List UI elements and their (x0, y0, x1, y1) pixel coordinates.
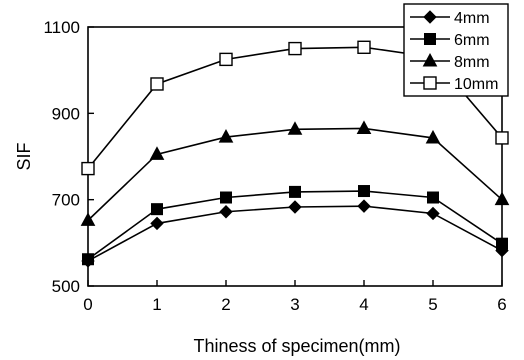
x-tick-label: 1 (152, 295, 161, 314)
legend-label: 6mm (454, 32, 490, 49)
x-axis-ticks: 0 1 2 3 4 5 6 (83, 280, 507, 314)
data-point (288, 41, 302, 56)
x-tick-label: 3 (290, 295, 299, 314)
data-point (357, 40, 371, 54)
x-tick-label: 6 (497, 295, 506, 314)
data-point (357, 199, 371, 213)
data-point (219, 52, 233, 67)
legend-label: 4mm (454, 10, 490, 27)
data-point (82, 253, 94, 266)
y-tick-label: 900 (52, 104, 80, 123)
data-point (496, 237, 508, 250)
series-4mm (81, 199, 509, 268)
legend-entry: 10mm (410, 76, 498, 93)
series-8mm (80, 120, 510, 226)
x-tick-label: 0 (83, 295, 92, 314)
data-point (218, 129, 234, 143)
y-tick-label: 500 (52, 277, 80, 296)
legend-label: 8mm (454, 54, 490, 71)
legend-entry: 8mm (410, 52, 490, 71)
legend-marker (423, 10, 437, 24)
y-tick-label: 1100 (43, 18, 80, 37)
data-point (494, 191, 510, 206)
x-axis-title: Thiness of specimen(mm) (193, 336, 400, 356)
data-point (288, 200, 302, 214)
legend-entry: 4mm (410, 10, 490, 27)
data-point (287, 121, 303, 135)
data-point (495, 131, 509, 145)
legend: 4mm 6mm 8mm 10mm (403, 3, 509, 97)
data-point (80, 212, 96, 226)
data-point (358, 185, 370, 198)
legend-entry: 6mm (410, 32, 490, 49)
y-tick-label: 700 (52, 191, 80, 210)
series-6mm (82, 185, 508, 266)
legend-marker (422, 52, 438, 67)
data-point (150, 216, 164, 231)
data-point (427, 191, 439, 204)
x-tick-label: 4 (359, 295, 368, 314)
y-axis-title: SIF (14, 142, 34, 170)
data-point (81, 161, 95, 176)
y-axis-ticks: 500 700 900 1100 (43, 18, 94, 296)
legend-box (403, 3, 509, 97)
data-point (289, 185, 301, 198)
data-point (151, 203, 163, 216)
legend-label: 10mm (454, 76, 498, 93)
data-point (426, 206, 440, 221)
legend-marker (423, 76, 437, 90)
data-point (356, 120, 372, 134)
data-point (425, 129, 441, 144)
legend-marker (424, 33, 436, 45)
data-point (219, 205, 233, 219)
data-point (150, 77, 164, 91)
x-tick-label: 2 (221, 295, 230, 314)
data-point (220, 191, 232, 204)
x-tick-label: 5 (428, 295, 437, 314)
data-point (149, 146, 165, 160)
